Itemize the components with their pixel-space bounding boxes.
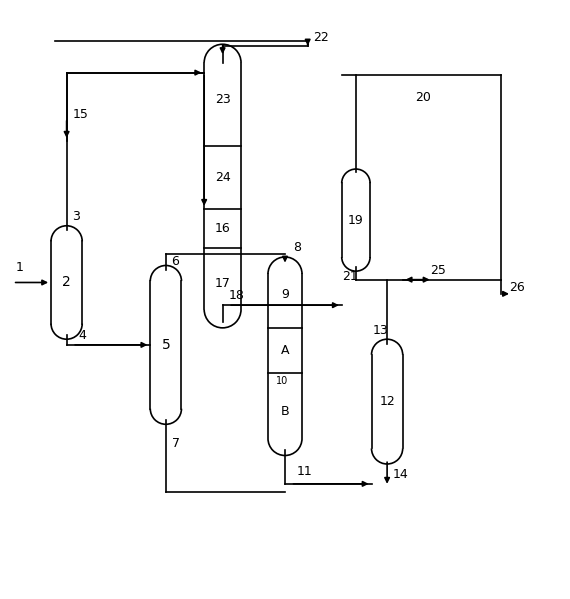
Text: 17: 17 [215, 277, 230, 290]
Text: 20: 20 [416, 91, 431, 104]
Text: 5: 5 [161, 338, 170, 352]
Text: 14: 14 [393, 468, 409, 481]
Text: 16: 16 [215, 222, 230, 235]
Text: 21: 21 [342, 270, 357, 283]
Text: 7: 7 [172, 437, 180, 450]
Text: 4: 4 [78, 329, 86, 342]
Text: 12: 12 [379, 395, 395, 408]
Text: 18: 18 [228, 289, 244, 302]
Text: 22: 22 [314, 31, 329, 44]
Text: 23: 23 [215, 93, 230, 107]
Text: 9: 9 [281, 289, 289, 301]
Text: 24: 24 [215, 171, 230, 184]
Text: 6: 6 [172, 255, 180, 268]
Text: 15: 15 [72, 108, 88, 121]
Text: B: B [280, 406, 290, 418]
Text: 1: 1 [15, 261, 23, 274]
Text: 25: 25 [430, 264, 446, 277]
Text: 10: 10 [276, 376, 288, 386]
Text: 13: 13 [373, 323, 389, 337]
Text: 2: 2 [62, 276, 71, 289]
Text: 26: 26 [509, 281, 525, 294]
Text: 8: 8 [294, 241, 302, 255]
Text: 11: 11 [296, 465, 312, 479]
Text: 3: 3 [72, 210, 80, 223]
Text: 19: 19 [348, 214, 364, 226]
Text: A: A [281, 344, 289, 357]
